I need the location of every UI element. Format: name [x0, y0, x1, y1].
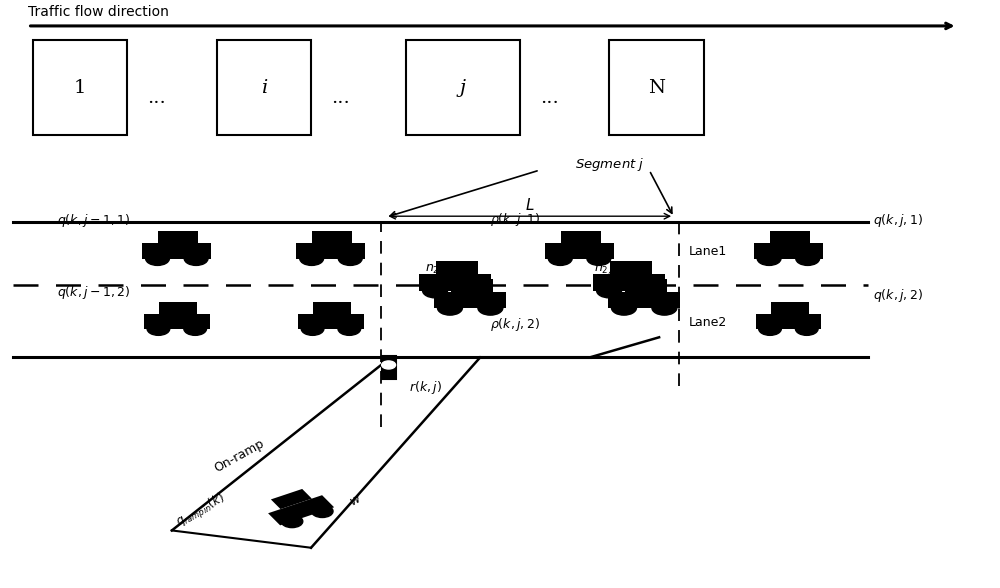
Text: Traffic flow direction: Traffic flow direction: [28, 5, 169, 19]
Circle shape: [757, 252, 781, 265]
Polygon shape: [268, 495, 334, 525]
Text: $q(k, j-1, 2)$: $q(k, j-1, 2)$: [57, 284, 131, 301]
Circle shape: [301, 322, 324, 335]
Polygon shape: [608, 292, 680, 308]
Circle shape: [612, 300, 636, 315]
Text: $\rho(k, j, 1)$: $\rho(k, j, 1)$: [490, 211, 540, 228]
Circle shape: [759, 322, 781, 335]
Polygon shape: [754, 243, 823, 259]
Circle shape: [338, 252, 362, 265]
Text: N: N: [648, 79, 665, 97]
Polygon shape: [593, 275, 665, 290]
Text: $q(k, j, 2)$: $q(k, j, 2)$: [873, 287, 923, 304]
Circle shape: [300, 252, 324, 265]
Text: $\rho(k, j, 2)$: $\rho(k, j, 2)$: [490, 316, 540, 333]
Text: ...: ...: [540, 89, 559, 107]
Text: ...: ...: [332, 89, 350, 107]
Circle shape: [311, 505, 333, 517]
Polygon shape: [771, 302, 809, 314]
Bar: [406, 41, 520, 135]
Polygon shape: [419, 275, 491, 290]
Text: $n_{2,1}(k, j)$: $n_{2,1}(k, j)$: [594, 259, 646, 277]
Polygon shape: [296, 243, 365, 259]
Circle shape: [382, 361, 396, 369]
Circle shape: [478, 300, 503, 315]
Polygon shape: [434, 292, 506, 308]
Circle shape: [548, 252, 572, 265]
Polygon shape: [625, 279, 667, 292]
Circle shape: [338, 322, 361, 335]
Circle shape: [463, 283, 488, 298]
Circle shape: [587, 252, 611, 265]
Text: $r(k, j)$: $r(k, j)$: [409, 379, 441, 396]
Polygon shape: [451, 279, 493, 292]
Circle shape: [652, 300, 677, 315]
Polygon shape: [312, 230, 352, 243]
Bar: [217, 41, 311, 135]
Polygon shape: [142, 243, 211, 259]
Text: $w$: $w$: [347, 491, 364, 509]
Bar: [382, 356, 396, 379]
Text: Lane2: Lane2: [689, 316, 727, 329]
Text: $q(k, j, 1)$: $q(k, j, 1)$: [873, 212, 923, 229]
Circle shape: [795, 322, 818, 335]
Polygon shape: [770, 230, 810, 243]
Text: i: i: [261, 79, 267, 97]
Circle shape: [597, 283, 622, 298]
Circle shape: [281, 515, 303, 527]
Bar: [33, 41, 127, 135]
Text: $n_{2,1}(k, j)$: $n_{2,1}(k, j)$: [425, 259, 477, 277]
Polygon shape: [561, 230, 601, 243]
Circle shape: [146, 252, 169, 265]
Polygon shape: [298, 314, 364, 329]
Text: $q_{rampin}(k)$: $q_{rampin}(k)$: [174, 490, 230, 532]
Text: On-ramp: On-ramp: [212, 436, 267, 475]
Text: $q(k, j-1, 1)$: $q(k, j-1, 1)$: [57, 212, 131, 229]
Polygon shape: [144, 314, 210, 329]
Text: ...: ...: [148, 89, 166, 107]
Circle shape: [796, 252, 820, 265]
Text: j: j: [460, 79, 466, 97]
Circle shape: [147, 322, 170, 335]
Bar: [609, 41, 704, 135]
Polygon shape: [610, 262, 652, 275]
Polygon shape: [158, 230, 198, 243]
Polygon shape: [545, 243, 614, 259]
Circle shape: [184, 252, 208, 265]
Text: $L$: $L$: [525, 198, 535, 213]
Polygon shape: [436, 262, 478, 275]
Text: Segment $j$: Segment $j$: [575, 156, 644, 173]
Circle shape: [437, 300, 462, 315]
Polygon shape: [271, 489, 312, 509]
Circle shape: [637, 283, 662, 298]
Polygon shape: [159, 302, 197, 314]
Polygon shape: [313, 302, 351, 314]
Circle shape: [184, 322, 207, 335]
Circle shape: [423, 283, 448, 298]
Text: Lane1: Lane1: [689, 245, 727, 259]
Text: 1: 1: [74, 79, 86, 97]
Polygon shape: [756, 314, 821, 329]
